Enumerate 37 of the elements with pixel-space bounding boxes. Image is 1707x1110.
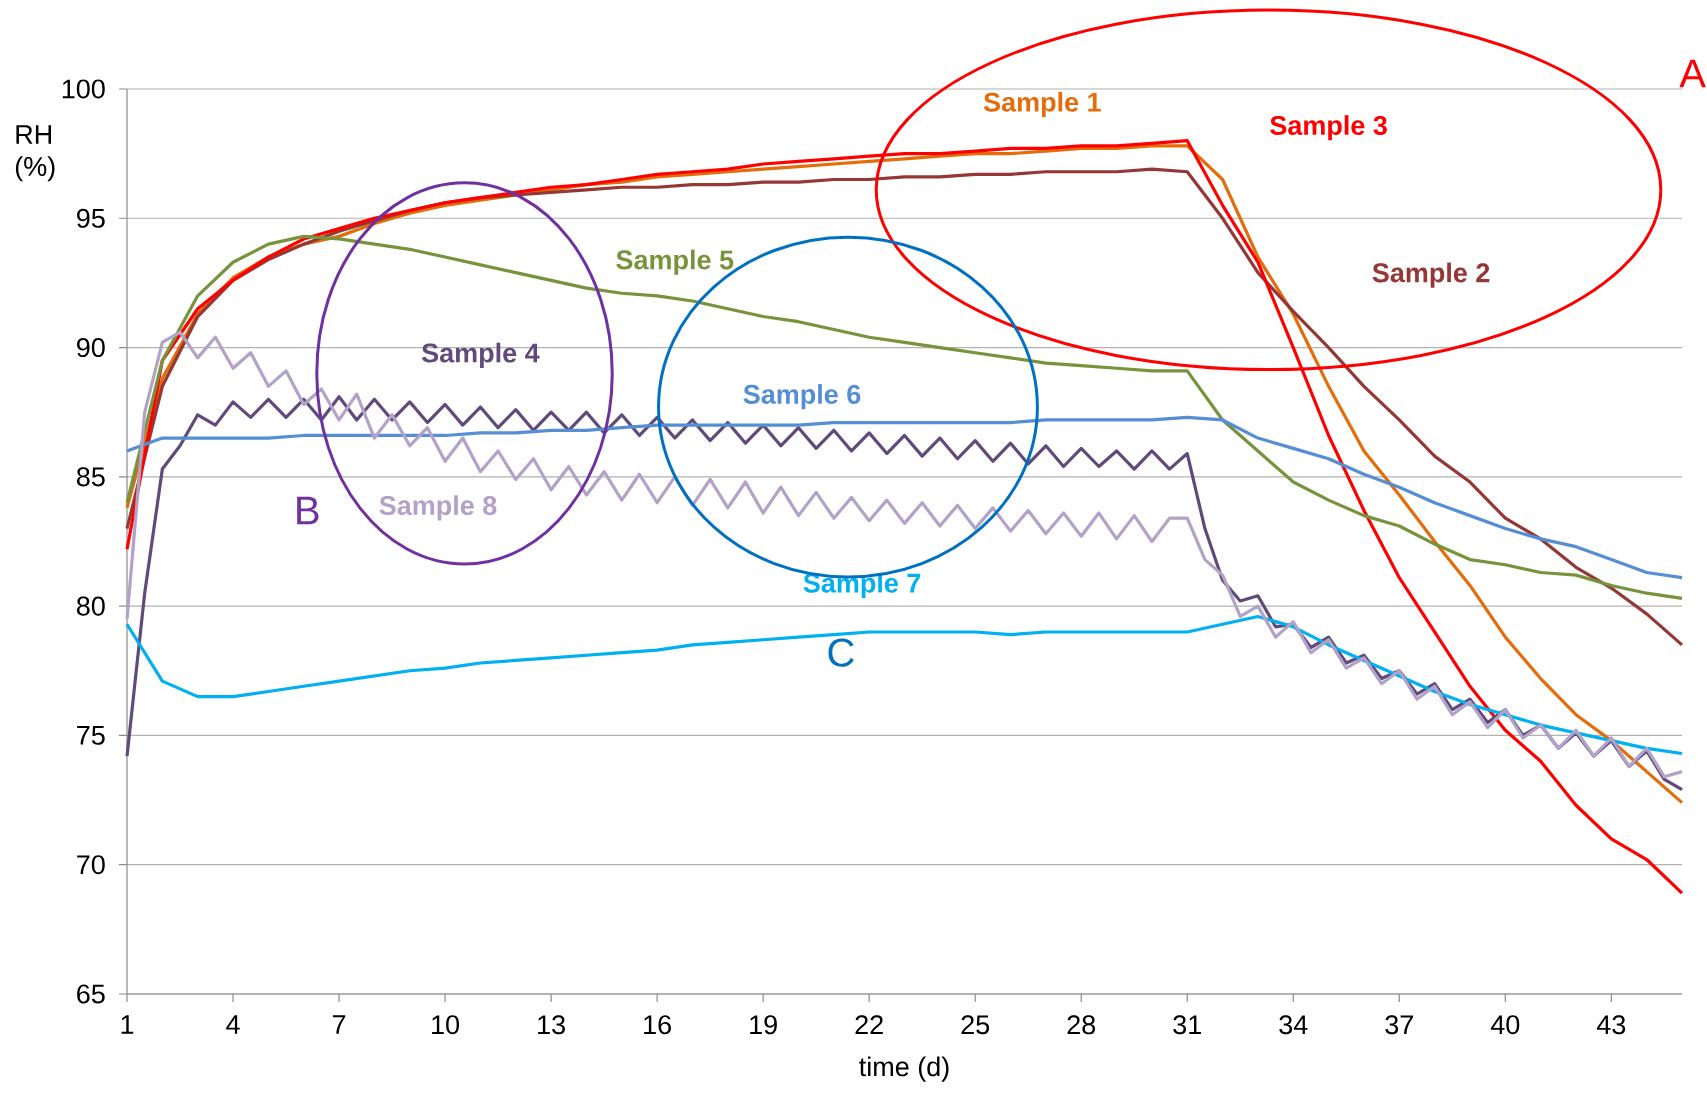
text: Sample 3	[1270, 115, 1387, 141]
text: A	[1679, 59, 1706, 88]
y-tick-label: 90	[77, 338, 105, 358]
series-label: Sample 7	[803, 572, 921, 599]
y-tick-label: 80	[76, 596, 105, 616]
text: Sample 2	[1372, 262, 1490, 288]
y-tick-label: 100	[62, 79, 105, 99]
y-tick-label: 65	[77, 984, 105, 1004]
x-tick-label: 34	[1279, 1015, 1308, 1035]
x-tick-label: 1	[121, 1015, 134, 1034]
x-tick-label: 40	[1490, 1015, 1520, 1035]
series-label: Sample 4	[421, 342, 540, 368]
y-tick-label: 95	[77, 208, 105, 228]
series-label: Sample 5	[616, 249, 734, 275]
x-tick-label: 19	[750, 1015, 777, 1035]
annotation: B	[297, 496, 319, 525]
series-label: Sample 1	[983, 91, 1101, 118]
series-label: Sample 6	[743, 384, 861, 410]
x-tick-label: 37	[1385, 1015, 1413, 1035]
x-tick-label: 16	[644, 1015, 671, 1035]
y-tick-label: 70	[77, 855, 105, 875]
x-tick-label: 28	[1067, 1015, 1096, 1035]
x-tick-label: 7	[332, 1015, 346, 1034]
series-label: Sample 8	[379, 495, 497, 521]
x-axis-title: time (d)	[859, 1056, 949, 1082]
x-tick-label: 25	[961, 1015, 990, 1035]
y-axis-title: RH (%)	[15, 125, 55, 182]
x-tick-label: 4	[226, 1015, 240, 1034]
x-tick-label: 31	[1173, 1015, 1201, 1035]
y-tick-label: 75	[77, 725, 105, 745]
x-tick-label: 13	[538, 1015, 565, 1035]
x-tick-label: 22	[855, 1015, 883, 1035]
x-tick-label: 43	[1596, 1015, 1626, 1035]
line-series	[125, 330, 1684, 779]
y-tick-label: 85	[76, 467, 105, 487]
x-tick-label: 10	[432, 1015, 460, 1035]
annotation: C	[828, 638, 854, 667]
